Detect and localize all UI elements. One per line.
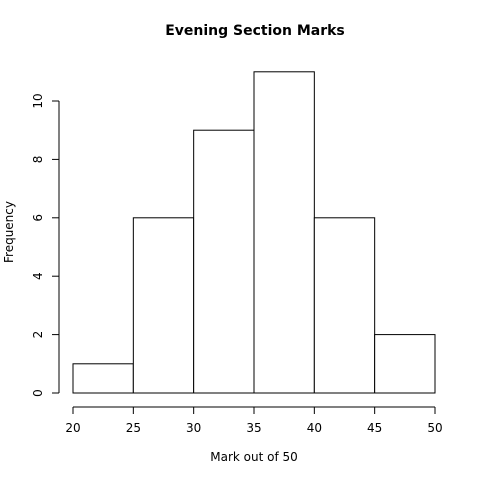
x-tick-label-40: 40 — [307, 421, 322, 435]
histogram-bar-35-40 — [253, 71, 315, 394]
y-tick-label-6: 6 — [31, 214, 45, 222]
x-tick-label-20: 20 — [65, 421, 80, 435]
x-axis: 20 25 30 35 40 45 50 — [65, 406, 443, 435]
bars-group — [72, 71, 436, 394]
y-tick-label-8: 8 — [31, 156, 45, 164]
y-axis: 0 2 4 6 8 10 — [31, 93, 60, 397]
histogram-bar-30-35 — [193, 129, 255, 394]
histogram-bar-40-45 — [313, 217, 376, 394]
histogram-bar-45-50 — [374, 334, 436, 394]
chart-title: Evening Section Marks — [165, 23, 345, 39]
y-tick-label-4: 4 — [31, 272, 45, 280]
x-tick-label-25: 25 — [126, 421, 141, 435]
y-tick-label-2: 2 — [31, 331, 45, 339]
histogram-bar-25-30 — [132, 217, 195, 394]
y-tick-label-10: 10 — [31, 93, 45, 108]
x-axis-label: Mark out of 50 — [210, 450, 298, 464]
x-tick-label-30: 30 — [186, 421, 201, 435]
histogram-bar-20-25 — [72, 363, 134, 394]
y-tick-label-0: 0 — [31, 389, 45, 397]
x-tick-label-45: 45 — [367, 421, 382, 435]
y-axis-label: Frequency — [2, 201, 16, 263]
x-tick-label-50: 50 — [427, 421, 442, 435]
x-tick-label-35: 35 — [246, 421, 261, 435]
